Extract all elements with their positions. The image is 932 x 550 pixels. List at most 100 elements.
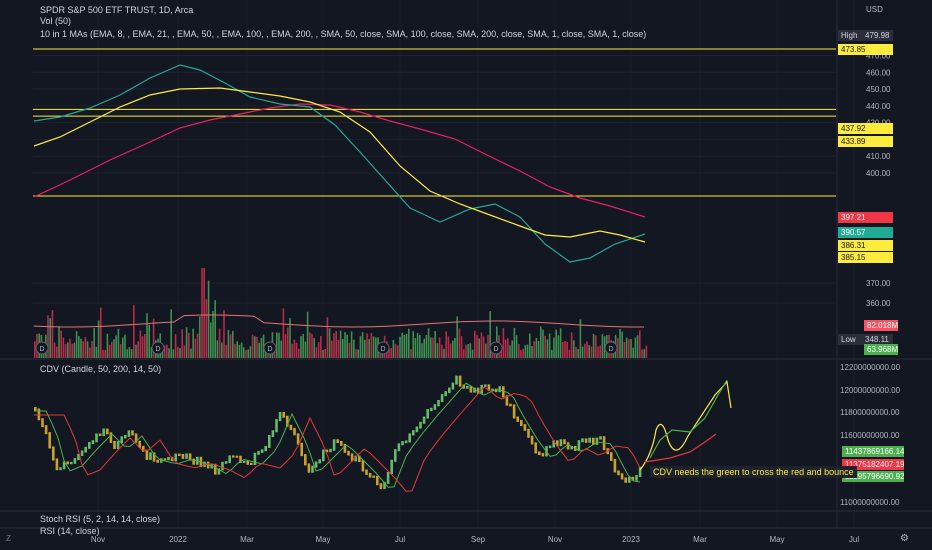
price-tag: 437.92 [838, 123, 893, 134]
timezone-icon[interactable]: Z [6, 534, 11, 543]
volume-legend[interactable]: Vol (50) [40, 16, 72, 26]
cdv-candle [476, 387, 480, 394]
volume-bar [60, 330, 62, 358]
pane-separators[interactable] [0, 0, 932, 529]
cdv-candle [491, 388, 494, 391]
cdv-candle [278, 411, 282, 422]
cdv-candle [487, 384, 491, 391]
cdv-candle [530, 435, 534, 445]
cdv-candle [116, 441, 120, 450]
volume-bar [469, 343, 472, 358]
cdv-candle [426, 409, 429, 419]
cdv-candle [41, 418, 44, 428]
price-tag: 385.15 [838, 252, 893, 263]
volume-bar [339, 330, 342, 358]
volume-bar [260, 337, 263, 358]
symbol-legend[interactable]: SPDR S&P 500 ETF TRUST, 1D, Arca [40, 5, 194, 15]
volume-bar [375, 337, 377, 358]
volume-bar [320, 335, 322, 358]
ma-legend[interactable]: 10 in 1 MAs (EMA, 8, , EMA, 21, , EMA, 5… [40, 29, 647, 39]
dividend-label: D [608, 346, 613, 353]
cdv-candle [408, 433, 411, 443]
cdv-candle [224, 461, 228, 464]
price-tick: 440.00 [866, 102, 891, 111]
cdv-candle [77, 453, 80, 461]
volume-bar [300, 336, 302, 358]
volume-bar [251, 334, 254, 358]
stoch-rsi-legend[interactable]: Stoch RSI (5, 2, 14, 14, close) [40, 514, 161, 524]
cdv-candle [563, 439, 566, 445]
cdv-candle [300, 442, 303, 457]
cdv-candle [419, 421, 422, 429]
cdv-candle [620, 473, 624, 480]
cdv-candle [383, 481, 386, 490]
volume-bar [630, 339, 632, 358]
cdv-candle [138, 440, 141, 448]
cdv-candle [62, 461, 66, 470]
volume-bar [322, 349, 324, 358]
hand-drawn-projection[interactable] [639, 379, 732, 471]
time-tick: 2022 [169, 535, 187, 544]
rsi-legend[interactable]: RSI (14, close) [40, 526, 100, 536]
cdv-candle [311, 465, 314, 473]
volume-bar [350, 331, 353, 358]
cdv-candle [340, 441, 343, 446]
horizontal-levels[interactable] [33, 48, 836, 197]
high-label: High [838, 30, 862, 41]
volume-bar [357, 349, 359, 358]
volume-bar [463, 349, 465, 358]
volume-bar [229, 334, 232, 358]
cdv-candle [581, 438, 584, 443]
cdv-tag: 11375182407.19 [842, 459, 904, 470]
cdv-candle [462, 384, 465, 389]
gear-icon[interactable]: ⚙ [900, 533, 909, 544]
volume-bar [172, 349, 175, 358]
volume-bar [436, 343, 439, 358]
volume-bar [507, 338, 509, 358]
cdv-candle [192, 458, 195, 465]
price-tick: 460.00 [866, 68, 891, 77]
volume-bar [113, 339, 115, 358]
volume-bar [216, 340, 219, 358]
volume-bar [289, 318, 291, 358]
cdv-candle [595, 437, 599, 445]
price-tick: 450.00 [866, 85, 891, 94]
cdv-candle [88, 442, 91, 449]
volume-bar [601, 334, 604, 358]
cdv-candle [102, 428, 105, 437]
volume-bar [524, 345, 527, 358]
cdv-candle [350, 453, 354, 462]
volume-bar [249, 346, 252, 358]
cdv-candle [55, 458, 59, 471]
volume-bar [619, 328, 621, 358]
volume-bar [465, 344, 467, 358]
volume-bar [546, 339, 549, 358]
cdv-candle [275, 419, 278, 433]
volume-bar [639, 330, 641, 358]
volume-bar [212, 310, 214, 358]
cdv-candle [109, 432, 113, 443]
volume-bar [434, 331, 436, 358]
volume-bar [201, 268, 203, 358]
volume-bar [364, 339, 366, 358]
volume-bar [225, 344, 227, 358]
volume-bar [243, 347, 245, 358]
cdv-candle [44, 425, 48, 435]
volume-bar [126, 349, 128, 358]
volume-bar [67, 342, 69, 358]
cdv-candle [48, 432, 51, 449]
cdv-candle [444, 391, 447, 397]
volume-bar [425, 335, 428, 358]
volume-bar [227, 329, 230, 358]
cdv-candle [556, 440, 559, 447]
volume-bar [535, 337, 538, 358]
cdv-annotation[interactable]: CDV needs the green to cross the red and… [650, 466, 857, 478]
volume-bar [207, 280, 210, 358]
volume-bar [89, 347, 91, 358]
volume-bar [210, 322, 212, 358]
cdv-legend[interactable]: CDV (Candle, 50, 200, 14, 50) [40, 364, 162, 374]
volume-bar [258, 342, 260, 358]
volume-bar [555, 329, 557, 358]
